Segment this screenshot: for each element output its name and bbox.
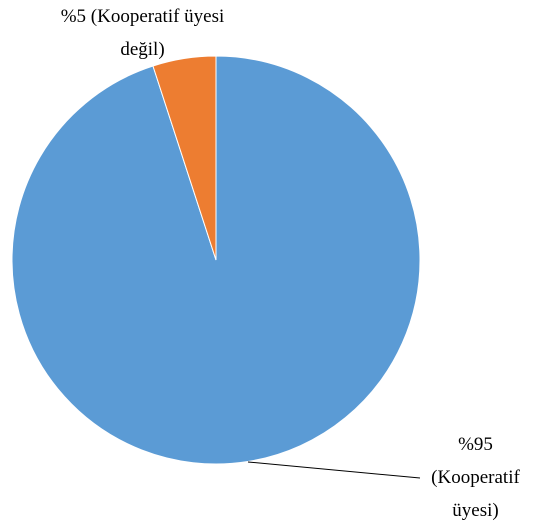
data-label: %5 (Kooperatif üyesi değil) bbox=[60, 6, 225, 60]
pie-slice bbox=[152, 55, 217, 261]
leader-line bbox=[247, 461, 421, 479]
data-label: %95 (Kooperatif üyesi) bbox=[431, 434, 520, 521]
